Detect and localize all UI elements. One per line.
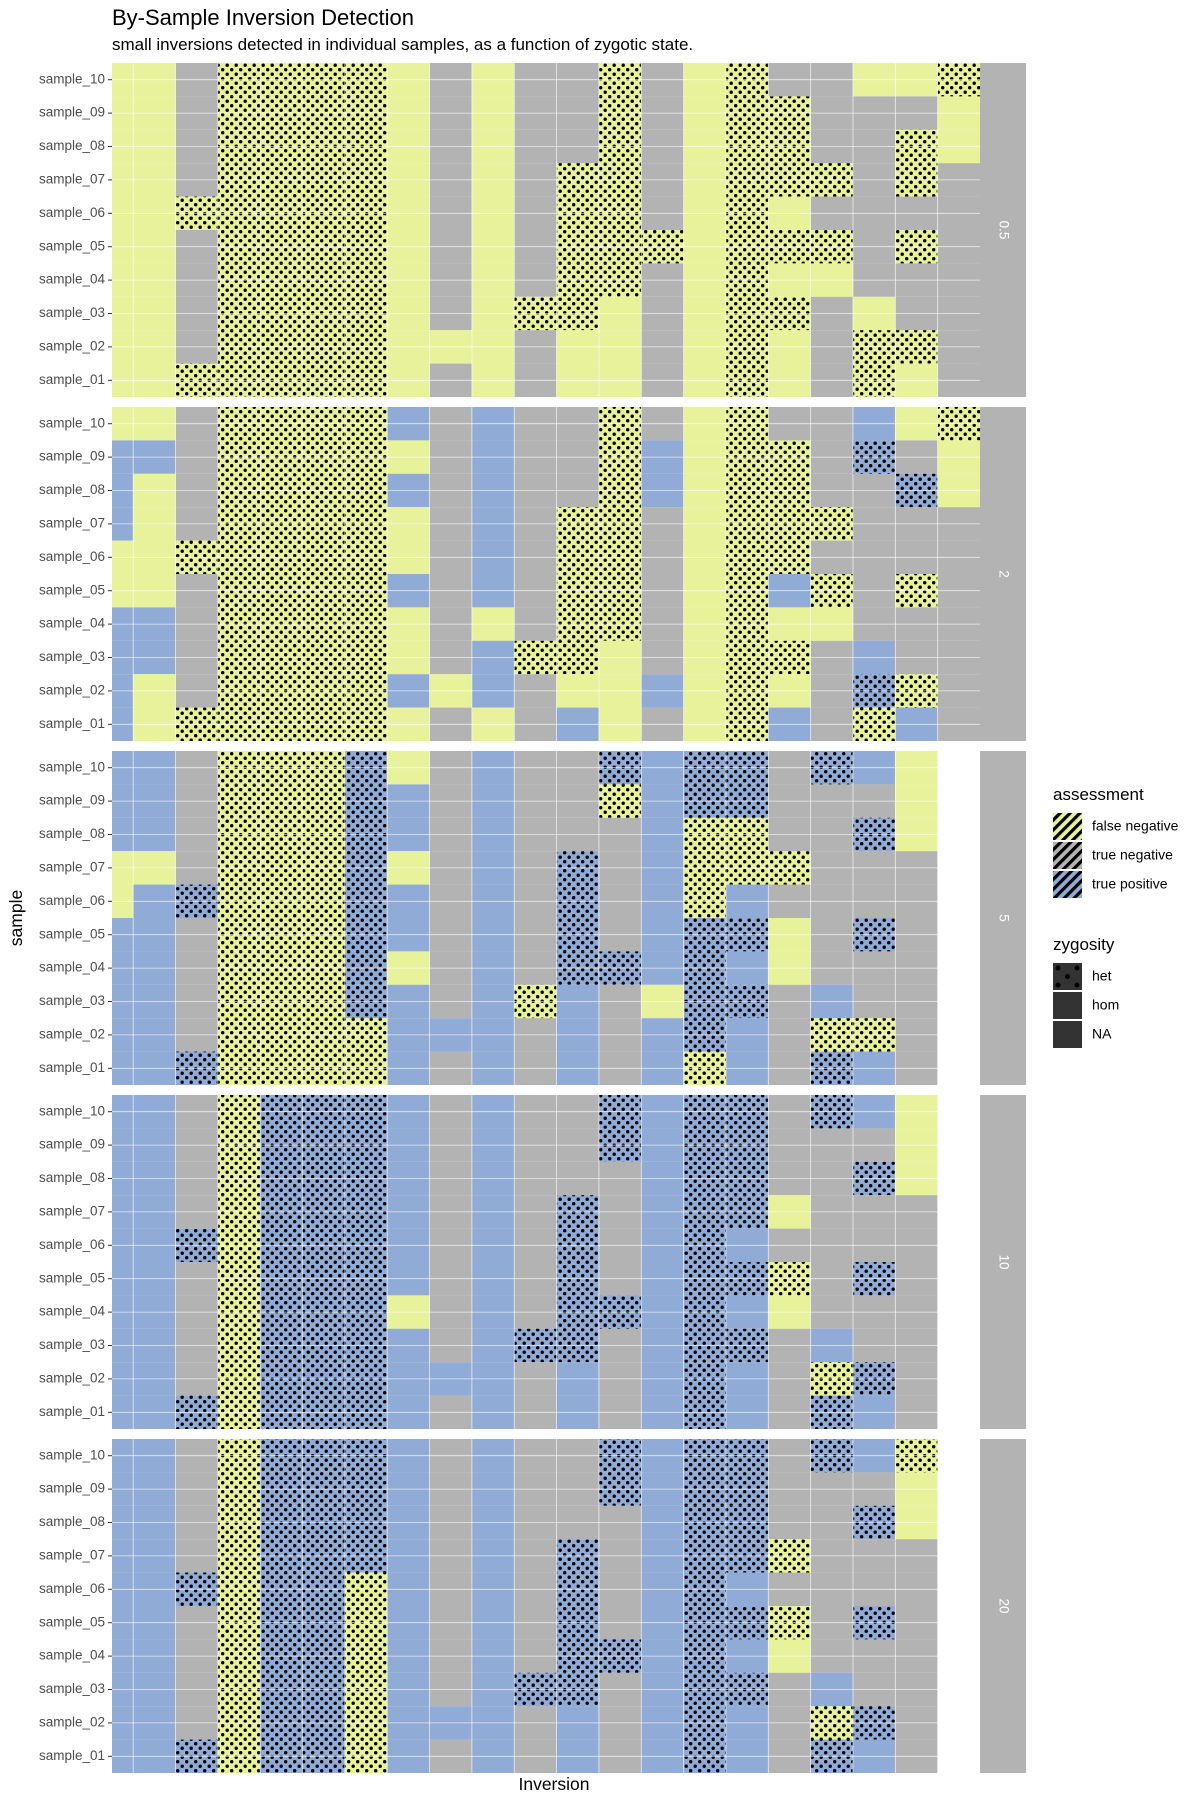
het-dot <box>1065 974 1070 979</box>
panel-strip-label: 2 <box>996 570 1011 578</box>
y-tick-label: sample_04 <box>39 1304 106 1319</box>
y-tick-label: sample_03 <box>39 993 105 1008</box>
y-tick-label: sample_01 <box>39 716 105 731</box>
y-tick-label: sample_10 <box>39 71 105 86</box>
y-tick-label: sample_10 <box>39 1103 105 1118</box>
panel-20: 20 sample_10 sample_09 sample_08 sample_07sa… <box>39 1439 1026 1773</box>
panel-strip-label: 10 <box>996 1254 1011 1269</box>
assessment-legend-label: true positive <box>1092 876 1168 892</box>
assessment-legend-label: false negative <box>1092 818 1179 834</box>
y-tick-label: sample_02 <box>39 682 105 697</box>
y-tick-label: sample_08 <box>39 826 105 841</box>
zygosity-legend-item: NA <box>1053 1021 1112 1048</box>
y-tick-label: sample_01 <box>39 372 105 387</box>
y-tick-label: sample_09 <box>39 1137 105 1152</box>
het-dot <box>1074 965 1080 971</box>
y-axis-title: sample <box>6 890 26 946</box>
y-tick-label: sample_07 <box>39 1203 105 1218</box>
zygosity-legend-label: hom <box>1092 997 1119 1013</box>
zygosity-legend-label: het <box>1092 968 1112 984</box>
het-dot <box>1055 965 1061 971</box>
het-dot <box>1055 982 1061 988</box>
stripe-pattern <box>1053 842 1082 869</box>
stripe-pattern <box>1053 871 1082 898</box>
y-tick-label: sample_10 <box>39 415 105 430</box>
panel-strip <box>980 407 1026 741</box>
panel-strip <box>980 63 1026 397</box>
y-tick-label: sample_01 <box>39 1404 105 1419</box>
y-tick-label: sample_08 <box>39 138 105 153</box>
y-tick-label: sample_06 <box>39 893 105 908</box>
y-tick-label: sample_09 <box>39 105 105 120</box>
y-tick-label: sample_01 <box>39 1060 105 1075</box>
assessment-legend-item: true negative <box>1053 842 1173 869</box>
y-tick-label: sample_09 <box>39 793 105 808</box>
panel-strip <box>980 1095 1026 1429</box>
x-axis-title: Inversion <box>518 1774 589 1794</box>
y-tick-label: sample_02 <box>39 338 105 353</box>
y-tick-label: sample_06 <box>39 1581 105 1596</box>
y-tick-label: sample_08 <box>39 1170 105 1185</box>
zygosity-legend-title: zygosity <box>1053 935 1115 954</box>
panel-10: 10 sample_10 sample_09 sample_08 sample_07sa… <box>39 1095 1026 1429</box>
y-tick-label: sample_03 <box>39 1681 105 1696</box>
y-tick-label: sample_01 <box>39 1748 105 1763</box>
y-tick-label: sample_03 <box>39 649 105 664</box>
panel-2: 2 sample_10 sample_09 sample_08 sample_07sam… <box>39 407 1026 741</box>
zygosity-legend-key <box>1053 1021 1082 1048</box>
assessment-legend-label: true negative <box>1092 847 1173 863</box>
y-tick-label: sample_05 <box>39 238 105 253</box>
chart-subtitle: small inversions detected in individual … <box>112 35 693 54</box>
panel-5: 5 sample_10 sample_09 sample_08 sample_07sam… <box>39 751 1026 1085</box>
zygosity-legend-label: NA <box>1092 1026 1112 1042</box>
y-tick-label: sample_07 <box>39 515 105 530</box>
zygosity-legend-item: het <box>1053 963 1112 990</box>
y-tick-label: sample_09 <box>39 1481 105 1496</box>
assessment-legend: assessment false negative true negative tr… <box>1053 785 1179 898</box>
y-tick-label: sample_06 <box>39 205 105 220</box>
y-tick-label: sample_08 <box>39 482 105 497</box>
y-tick-label: sample_04 <box>39 1648 106 1663</box>
y-tick-label: sample_03 <box>39 1337 105 1352</box>
y-tick-label: sample_05 <box>39 1270 105 1285</box>
y-tick-label: sample_07 <box>39 859 105 874</box>
y-tick-label: sample_04 <box>39 272 106 287</box>
y-tick-label: sample_07 <box>39 171 105 186</box>
y-tick-label: sample_04 <box>39 616 106 631</box>
panel-0.5: 0.5 sample_10 sample_09 sample_08 sample_07s… <box>39 63 1026 397</box>
y-tick-label: sample_09 <box>39 449 105 464</box>
y-tick-label: sample_03 <box>39 305 105 320</box>
assessment-legend-item: true positive <box>1053 871 1168 898</box>
zygosity-legend: zygosity het hom NA <box>1053 935 1119 1048</box>
y-tick-label: sample_02 <box>39 1714 105 1729</box>
panel-strip-label: 0.5 <box>996 221 1011 240</box>
panel-strip <box>980 1439 1026 1773</box>
y-tick-label: sample_05 <box>39 582 105 597</box>
assessment-legend-title: assessment <box>1053 785 1144 804</box>
zygosity-legend-key <box>1053 992 1082 1019</box>
panel-strip <box>980 751 1026 1085</box>
y-tick-label: sample_07 <box>39 1547 105 1562</box>
heatmap-panels: 0.5sample_10sample_09sample_08sample_07s… <box>39 63 1026 1773</box>
y-tick-label: sample_05 <box>39 926 105 941</box>
assessment-legend-item: false negative <box>1053 813 1179 840</box>
panel-strip-label: 20 <box>996 1598 1011 1613</box>
y-tick-label: sample_10 <box>39 1447 105 1462</box>
y-tick-label: sample_02 <box>39 1370 105 1385</box>
y-tick-label: sample_06 <box>39 549 105 564</box>
panel-strip-label: 5 <box>996 914 1011 922</box>
y-tick-label: sample_06 <box>39 1237 105 1252</box>
y-tick-label: sample_04 <box>39 960 106 975</box>
y-tick-label: sample_08 <box>39 1514 105 1529</box>
zygosity-legend-item: hom <box>1053 992 1119 1019</box>
y-tick-label: sample_02 <box>39 1026 105 1041</box>
het-dot <box>1074 982 1080 988</box>
y-tick-label: sample_10 <box>39 759 105 774</box>
chart-title: By-Sample Inversion Detection <box>112 5 414 30</box>
y-tick-label: sample_05 <box>39 1614 105 1629</box>
stripe-pattern <box>1053 813 1082 840</box>
